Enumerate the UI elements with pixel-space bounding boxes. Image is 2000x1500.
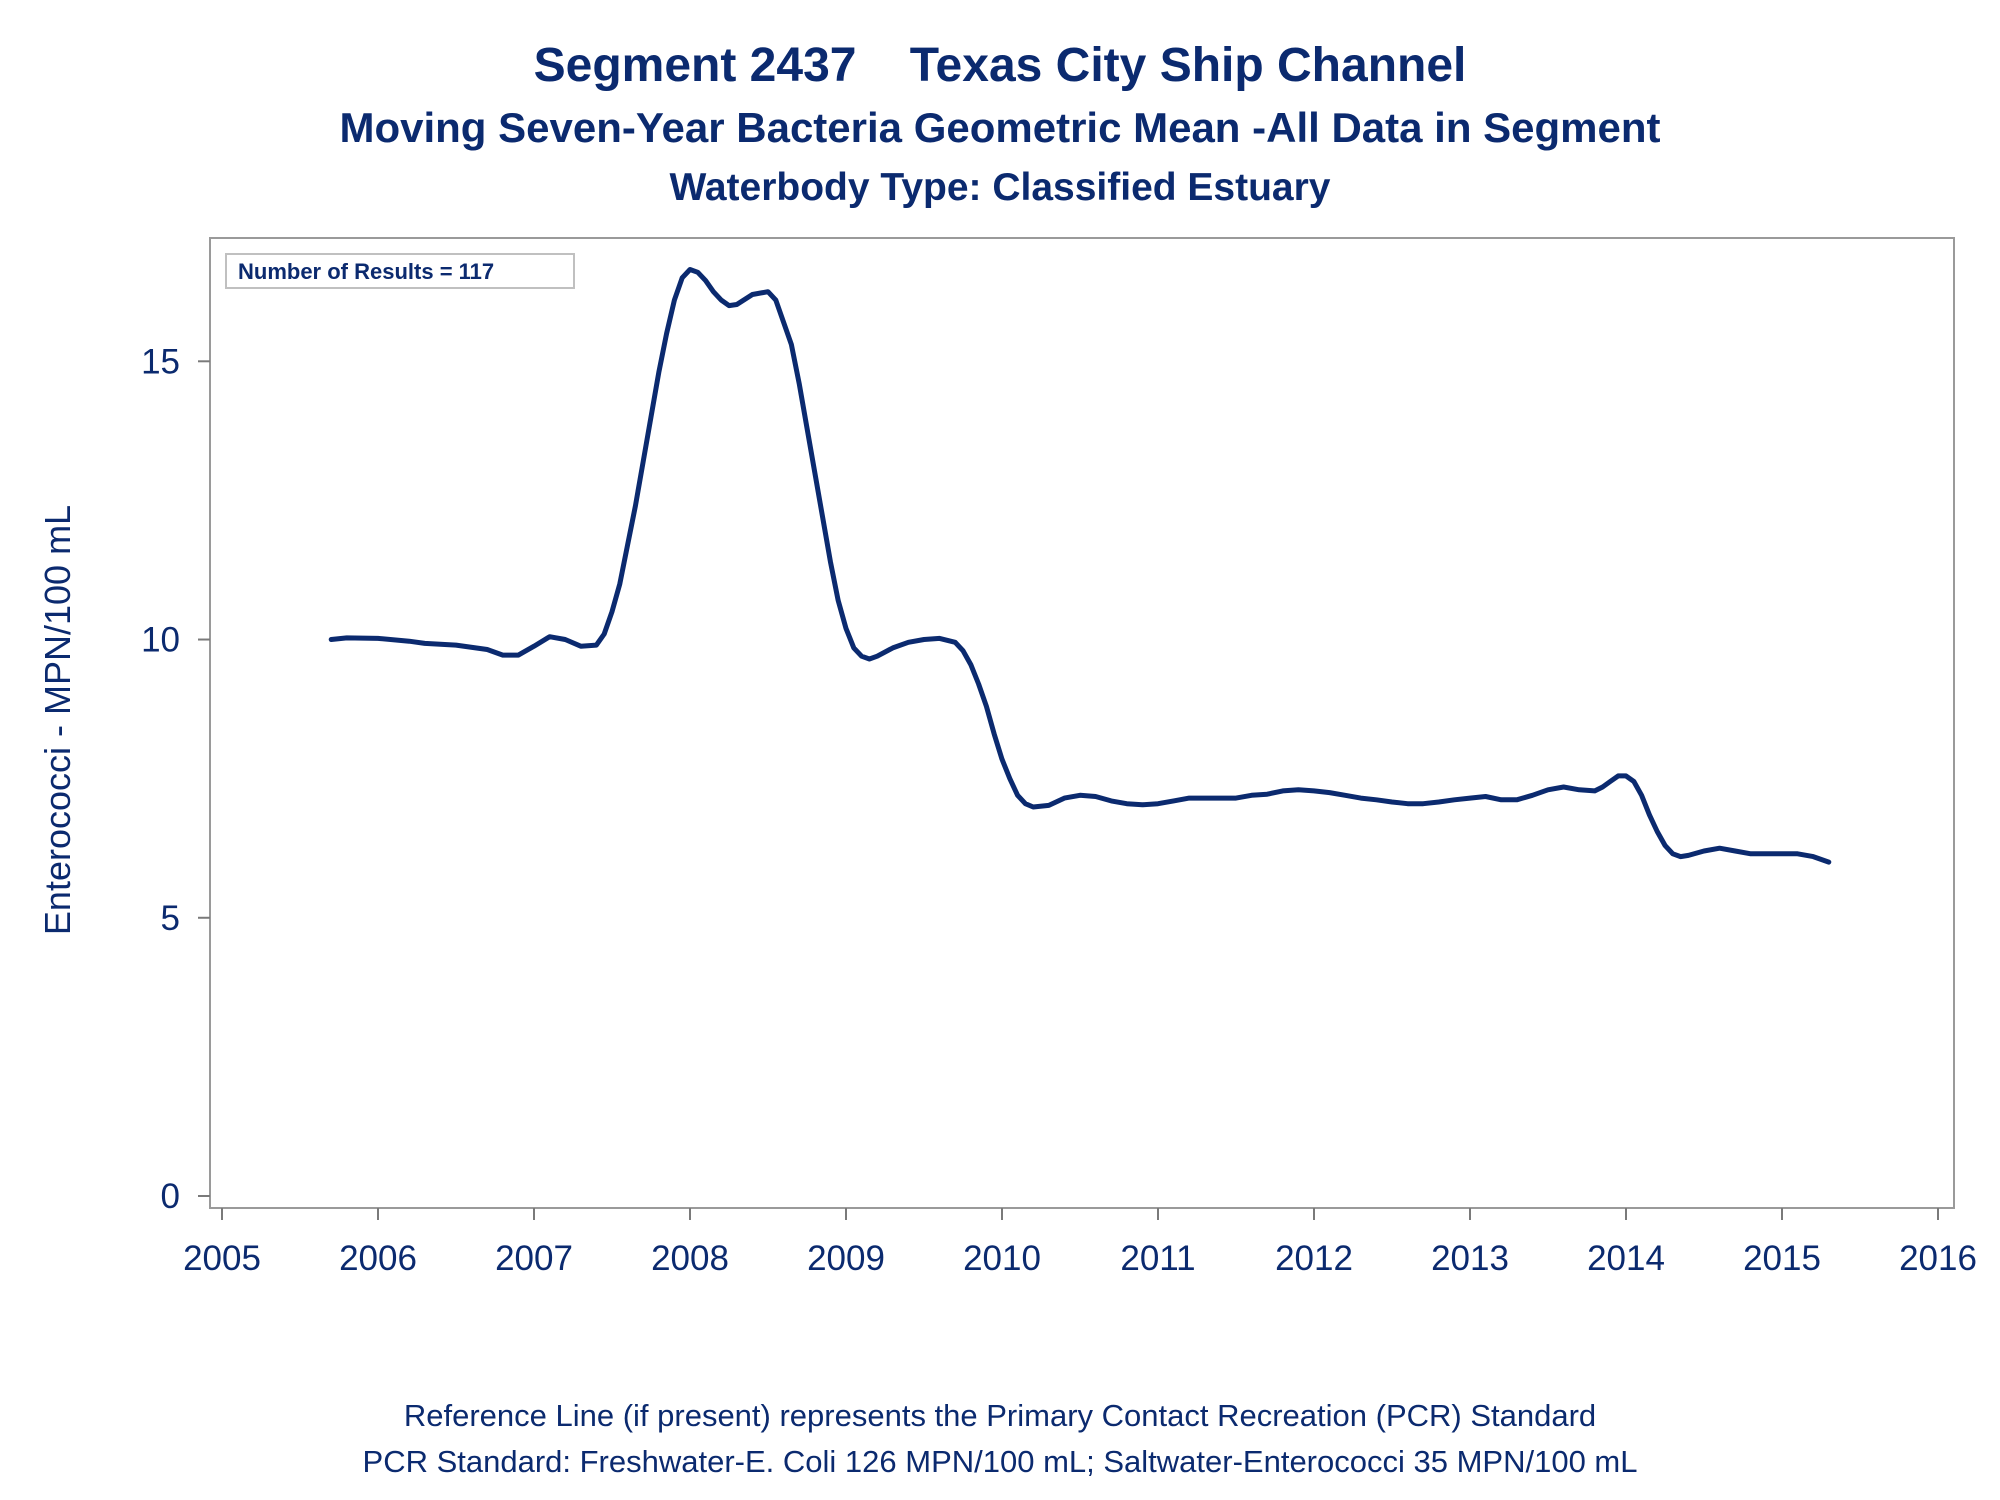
y-axis: 0 5 10 15	[141, 342, 210, 1216]
y-tick-label: 5	[161, 899, 180, 938]
plot-frame	[209, 237, 1955, 1209]
series-layer	[328, 267, 1832, 865]
y-tick-label: 15	[141, 342, 180, 381]
chart-subtitle-waterbody: Waterbody Type: Classified Estuary	[669, 166, 1331, 209]
x-tick-label: 2014	[1587, 1239, 1665, 1278]
x-tick-label: 2012	[1275, 1239, 1353, 1278]
annotation-box	[225, 253, 575, 289]
series-line-enterococci	[328, 267, 1832, 865]
x-tick-label: 2015	[1743, 1239, 1821, 1278]
y-axis-label: Enterococci - MPN/100 mL	[37, 505, 78, 935]
x-tick-label: 2013	[1431, 1239, 1509, 1278]
x-tick-label: 2008	[651, 1239, 729, 1278]
annotation-text: Number of Results = 117	[238, 259, 494, 284]
x-tick-label: 2009	[807, 1239, 885, 1278]
footnote-reference-line: Reference Line (if present) represents t…	[403, 1398, 1597, 1433]
x-tick-label: 2005	[183, 1239, 261, 1278]
y-tick-label: 0	[161, 1177, 180, 1216]
x-tick-label: 2007	[495, 1239, 573, 1278]
x-tick-label: 2010	[963, 1239, 1041, 1278]
footnote-pcr-standard: PCR Standard: Freshwater-E. Coli 126 MPN…	[362, 1444, 1638, 1479]
x-tick-label: 2006	[339, 1239, 417, 1278]
y-tick-label: 10	[141, 621, 180, 660]
chart-title: Segment 2437 Texas City Ship Channel	[533, 39, 1467, 92]
results-annotation: Number of Results = 117	[225, 253, 575, 289]
chart-subtitle: Moving Seven-Year Bacteria Geometric Mea…	[339, 104, 1661, 151]
x-tick-label: 2016	[1899, 1239, 1977, 1278]
x-tick-label: 2011	[1120, 1239, 1195, 1278]
x-axis: 2005 2006 2007 2008 2009 2010 2011 2012 2013 2014…	[183, 1208, 1977, 1278]
